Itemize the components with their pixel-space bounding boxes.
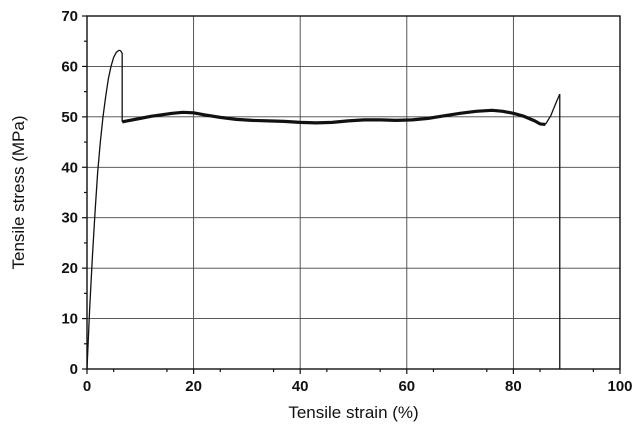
stress-strain-curve-rise: [86, 49, 123, 370]
y-tick-label: 40: [61, 159, 78, 176]
x-tick-label: 100: [607, 378, 632, 395]
grid-lines: [87, 16, 620, 369]
y-tick-label: 70: [61, 8, 78, 25]
x-tick-label: 0: [83, 378, 91, 395]
x-tick-label: 80: [505, 378, 522, 395]
y-tick-label: 0: [70, 361, 78, 378]
x-tick-labels: 0 20 40 60 80 100: [83, 378, 633, 395]
x-tick-label: 40: [292, 378, 309, 395]
y-tick-label: 60: [61, 58, 78, 75]
stress-strain-curve-plateau: [121, 108, 546, 127]
y-tick-labels: 0 10 20 30 40 50 60 70: [61, 8, 78, 378]
y-tick-label: 50: [61, 109, 78, 126]
curve-layer: [86, 49, 561, 370]
y-axis-title: Tensile stress (MPa): [9, 116, 28, 270]
x-axis-title: Tensile strain (%): [288, 403, 418, 422]
axis-ticks: [82, 15, 621, 374]
y-tick-label: 30: [61, 210, 78, 227]
stress-strain-curve-end: [544, 93, 561, 125]
y-tick-label: 10: [61, 311, 78, 328]
x-tick-label: 60: [398, 378, 415, 395]
x-tick-label: 20: [185, 378, 202, 395]
y-tick-label: 20: [61, 260, 78, 277]
plot-frame: [86, 15, 621, 370]
